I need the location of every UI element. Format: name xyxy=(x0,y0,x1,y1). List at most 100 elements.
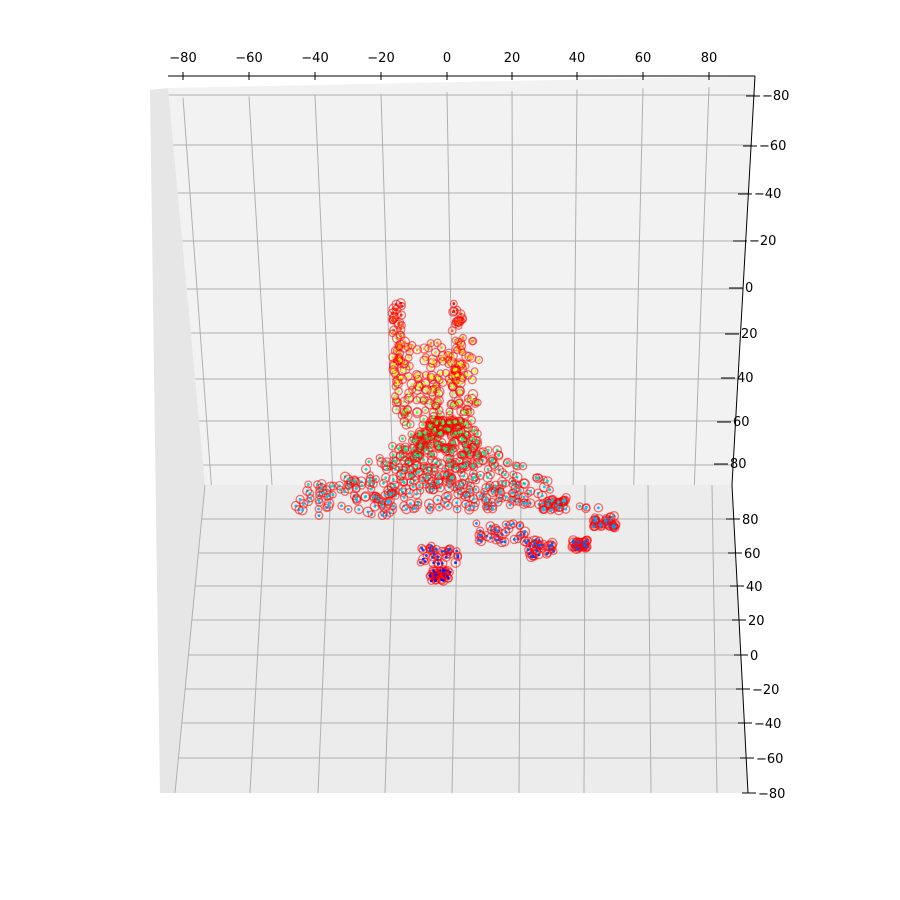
cloud-point-outline xyxy=(314,511,324,520)
grid-line xyxy=(511,90,514,486)
cloud-point-outline xyxy=(354,504,364,515)
cloud-point xyxy=(425,475,429,479)
cloud-point xyxy=(433,428,437,431)
cloud-point-outline xyxy=(399,501,410,512)
cloud-point xyxy=(446,504,450,507)
cloud-point-outline xyxy=(447,446,458,457)
cloud-point-outline xyxy=(474,355,484,365)
cloud-point xyxy=(447,428,451,432)
cloud-point-outline xyxy=(519,526,531,538)
cloud-point-outline xyxy=(411,436,420,445)
cloud-point-outline xyxy=(436,342,447,353)
cloud-point xyxy=(457,320,461,324)
cloud-point xyxy=(532,555,535,559)
cloud-point xyxy=(317,507,320,511)
cloud-point xyxy=(546,479,549,483)
cloud-point-outline xyxy=(420,428,429,437)
y-axis-line xyxy=(731,484,749,794)
cloud-point-outline xyxy=(404,487,415,499)
cloud-point-outline xyxy=(490,480,501,492)
cloud-point xyxy=(473,369,476,373)
cloud-point-outline xyxy=(427,354,438,366)
cloud-point-outline xyxy=(458,471,469,481)
cloud-point-outline xyxy=(453,316,464,327)
cloud-point xyxy=(461,336,465,340)
cloud-point-outline xyxy=(434,472,443,481)
cloud-point xyxy=(453,466,457,470)
cloud-point-outline xyxy=(510,483,520,493)
cloud-point xyxy=(397,389,400,393)
cloud-point xyxy=(441,354,445,358)
cloud-point-outline xyxy=(500,470,510,479)
cloud-point-outline xyxy=(493,526,503,536)
cloud-point-outline xyxy=(425,470,434,479)
cloud-point xyxy=(436,480,440,484)
cloud-point xyxy=(399,473,403,477)
x-tick-label: −80 xyxy=(169,51,196,66)
cloud-point xyxy=(398,375,402,379)
grid-line xyxy=(248,96,273,486)
cloud-point xyxy=(398,454,402,457)
cloud-point xyxy=(583,543,586,547)
cloud-point xyxy=(484,496,488,500)
cloud-point-outline xyxy=(380,490,390,501)
cloud-point xyxy=(301,508,304,512)
cloud-point xyxy=(405,448,409,452)
cloud-point xyxy=(585,505,588,509)
cloud-point xyxy=(550,544,554,547)
cloud-point-outline xyxy=(396,373,404,382)
cloud-point xyxy=(536,476,540,480)
cloud-point xyxy=(416,471,420,474)
cloud-point-outline xyxy=(439,469,450,480)
cloud-point-outline xyxy=(434,386,445,397)
cloud-point-outline xyxy=(448,438,457,447)
cloud-point xyxy=(477,358,481,362)
cloud-point xyxy=(491,459,494,462)
cloud-point xyxy=(522,495,526,499)
cloud-point xyxy=(473,475,477,479)
cloud-point xyxy=(463,410,466,413)
cloud-point xyxy=(465,433,468,437)
cloud-point-outline xyxy=(443,500,453,511)
cloud-point xyxy=(432,415,435,419)
cloud-point xyxy=(452,403,456,407)
cloud-point xyxy=(484,486,488,490)
cloud-point xyxy=(400,369,404,373)
cloud-point xyxy=(489,536,492,540)
cloud-point xyxy=(382,481,385,485)
z-tick-label: 0 xyxy=(745,281,753,296)
cloud-point-outline xyxy=(344,505,353,514)
cloud-point-outline xyxy=(583,542,592,552)
cloud-point-outline xyxy=(297,505,308,516)
cloud-point-outline xyxy=(493,450,504,461)
cloud-point xyxy=(357,508,361,511)
cloud-point xyxy=(459,312,463,316)
cloud-point-outline xyxy=(421,384,432,395)
cloud-point-outline xyxy=(509,534,520,545)
y-tick-label: −20 xyxy=(752,683,779,698)
cloud-point-outline xyxy=(389,367,400,377)
cloud-point xyxy=(479,474,482,477)
cloud-point xyxy=(424,408,427,412)
cloud-point-outline xyxy=(535,540,544,550)
cloud-point xyxy=(484,499,487,502)
cloud-point xyxy=(470,378,474,382)
cloud-point xyxy=(391,504,395,508)
cloud-point xyxy=(387,500,391,503)
cloud-point xyxy=(466,373,470,377)
cloud-point xyxy=(391,453,395,457)
cloud-point-outline xyxy=(397,321,406,330)
cloud-point-outline xyxy=(450,557,461,568)
cloud-point xyxy=(347,484,351,487)
cloud-point-outline xyxy=(422,551,431,560)
cloud-point-outline xyxy=(336,485,345,494)
cloud-point-outline xyxy=(506,520,516,530)
cloud-point xyxy=(476,432,479,436)
cloud-point-outline xyxy=(456,486,466,496)
cloud-point-outline xyxy=(295,494,305,505)
cloud-point xyxy=(407,460,411,464)
cloud-point xyxy=(306,483,310,486)
cloud-point xyxy=(474,488,478,491)
cloud-point xyxy=(397,447,401,451)
cloud-point xyxy=(422,398,426,401)
